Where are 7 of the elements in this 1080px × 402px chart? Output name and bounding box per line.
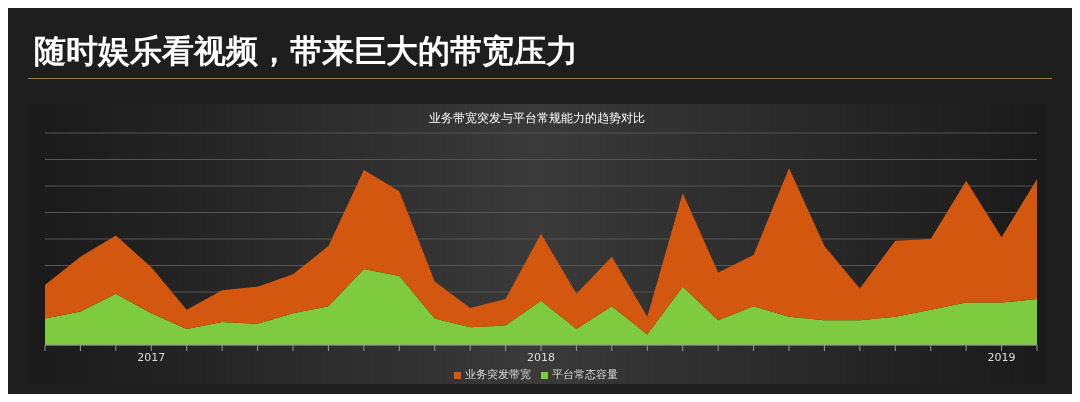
- legend-label: 平台常态容量: [552, 368, 618, 381]
- x-tick-label: 2017: [137, 350, 166, 364]
- chart-title: 随时娱乐看视频，带来巨大的带宽压力: [34, 31, 578, 72]
- x-tick-label: 2018: [527, 350, 555, 364]
- chart-subtitle: 业务带宽突发与平台常规能力的趋势对比: [427, 110, 646, 127]
- x-tick-label: 2019: [987, 350, 1016, 364]
- legend-label: 业务突发带宽: [465, 368, 531, 381]
